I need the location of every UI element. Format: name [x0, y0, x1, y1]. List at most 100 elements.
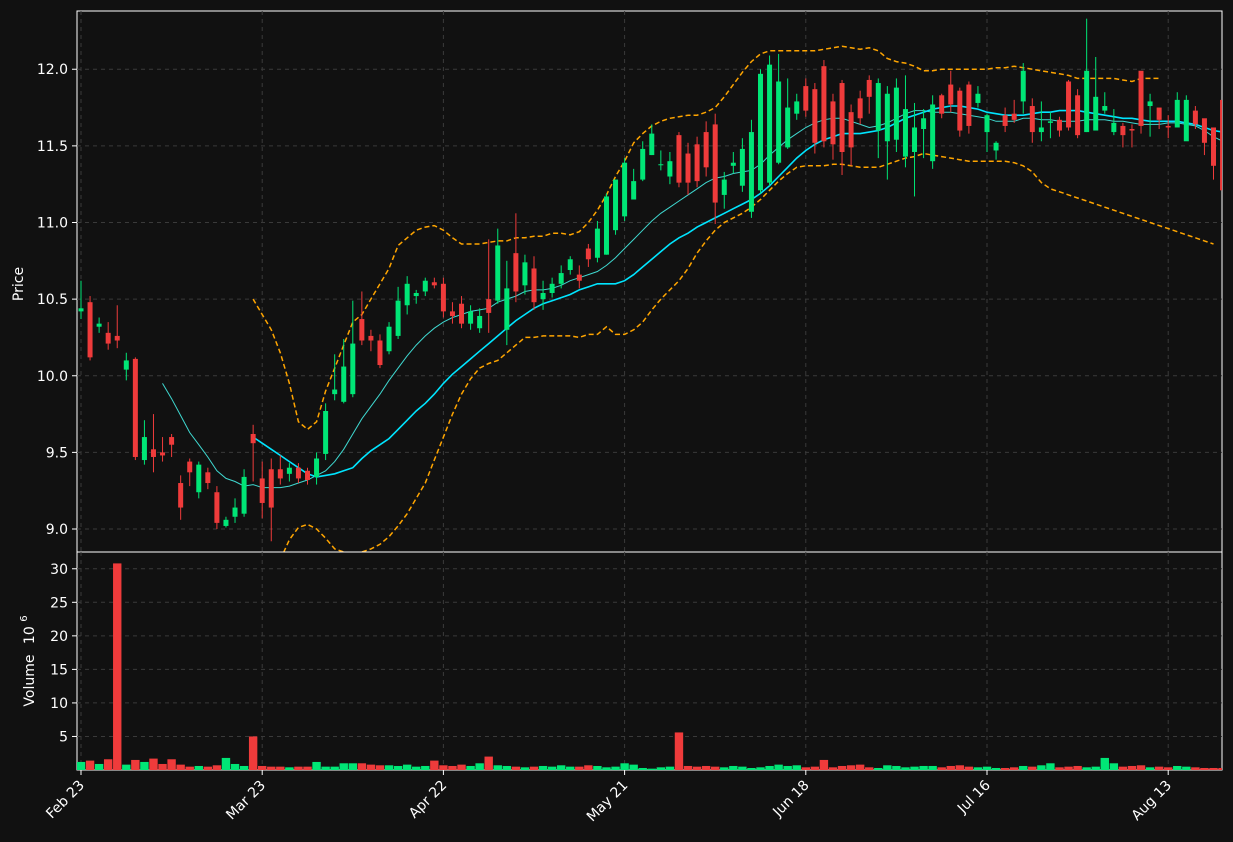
- candle-body: [830, 101, 836, 145]
- volume-bar: [267, 766, 276, 770]
- volume-bar: [792, 765, 801, 770]
- volume-bar: [77, 761, 86, 770]
- candle-body: [631, 181, 637, 200]
- volume-bar: [1073, 765, 1082, 770]
- volume-bar: [919, 765, 928, 770]
- volume-bar: [1191, 767, 1200, 770]
- candle-body: [558, 273, 564, 284]
- volume-bar: [1100, 757, 1109, 770]
- volume-bar: [593, 765, 602, 770]
- volume-bar: [339, 763, 348, 770]
- volume-bar: [230, 763, 240, 770]
- candle-body: [767, 64, 773, 183]
- price-tick-label: 10.5: [37, 292, 68, 308]
- volume-bar: [520, 767, 530, 770]
- price-y-ticks: 9.0 9.5 10.0 10.5 11.0 11.5 12.0: [37, 62, 77, 538]
- volume-bar: [1127, 765, 1137, 770]
- candle-body: [640, 148, 646, 180]
- candle-body: [459, 303, 465, 324]
- candle-body: [449, 311, 455, 316]
- volume-bar: [538, 765, 548, 770]
- volume-bar: [1082, 767, 1091, 770]
- band-upper-line: [252, 45, 1160, 431]
- volume-bar: [1145, 767, 1155, 770]
- candle-body: [286, 467, 292, 474]
- x-tick-label: Aug 13: [1129, 778, 1175, 824]
- volume-bar: [1173, 765, 1182, 770]
- candle-body: [1066, 81, 1072, 128]
- volume-panel: 5 10 15 20 25 30 Volume 10 6: [19, 551, 1223, 771]
- volume-bar: [475, 763, 484, 770]
- candle-body: [748, 132, 754, 212]
- candle-body: [141, 437, 147, 461]
- volume-bar: [502, 765, 512, 770]
- price-tick-label: 11.0: [37, 215, 68, 231]
- volume-bar: [239, 765, 249, 770]
- price-tick-label: 9.5: [46, 445, 68, 461]
- volume-bar: [321, 766, 330, 770]
- candle-body: [721, 179, 727, 195]
- candle-body: [1084, 70, 1090, 133]
- volume-bar: [901, 767, 910, 770]
- ma-fast-line: [162, 110, 1222, 489]
- candle-body: [341, 366, 347, 402]
- candle-body: [848, 112, 854, 148]
- volume-bar: [566, 766, 575, 770]
- volume-bar: [1182, 766, 1191, 770]
- candle-body: [576, 274, 582, 281]
- candle-body: [776, 81, 782, 163]
- candle-body: [495, 245, 501, 301]
- volume-label-base: 10: [22, 626, 38, 644]
- volume-bar: [439, 765, 448, 770]
- candle-body: [440, 283, 446, 312]
- volume-bar: [402, 764, 412, 770]
- volume-bar: [855, 764, 865, 770]
- volume-bar: [982, 766, 992, 770]
- candle-body: [268, 469, 274, 508]
- candle-body: [359, 319, 365, 341]
- candle-body: [422, 280, 428, 292]
- candle-body: [1174, 99, 1180, 128]
- volume-bar: [883, 765, 892, 770]
- candle-body: [395, 300, 401, 336]
- volume-bar: [765, 765, 774, 770]
- candle-body: [794, 101, 800, 114]
- volume-bar: [384, 765, 394, 770]
- candle-body: [594, 228, 600, 258]
- candle-body: [812, 89, 818, 143]
- candle-body: [468, 311, 474, 324]
- candle-body: [939, 95, 945, 114]
- volume-bar: [611, 766, 620, 770]
- volume-bar: [1046, 763, 1055, 770]
- volume-bar: [167, 759, 176, 770]
- volume-bar: [140, 761, 149, 770]
- candle-body: [187, 461, 193, 473]
- candle-body: [857, 98, 863, 119]
- volume-bar: [874, 767, 883, 770]
- volume-bar: [1118, 766, 1128, 770]
- volume-bar: [1028, 766, 1037, 770]
- volume-bar: [85, 760, 95, 770]
- candle-body: [232, 507, 238, 517]
- volume-bar: [701, 765, 711, 770]
- candle-body: [531, 268, 537, 303]
- volume-bar: [1200, 767, 1209, 770]
- volume-bar: [819, 759, 829, 770]
- bands: [252, 45, 1214, 552]
- candle-body: [603, 196, 609, 255]
- volume-bar: [1154, 766, 1164, 770]
- candle-body: [1201, 118, 1207, 143]
- candle-body: [123, 360, 129, 370]
- candle-body: [1102, 106, 1108, 111]
- volume-bar: [276, 766, 285, 770]
- volume-bar: [212, 765, 222, 770]
- candle-body: [323, 411, 329, 454]
- volume-bar: [620, 763, 629, 770]
- candle-body: [658, 164, 664, 166]
- candle-body: [1165, 125, 1171, 128]
- volume-bar: [964, 766, 974, 770]
- candle-body: [902, 109, 908, 157]
- candle-body: [314, 458, 320, 477]
- volume-bar: [774, 764, 783, 770]
